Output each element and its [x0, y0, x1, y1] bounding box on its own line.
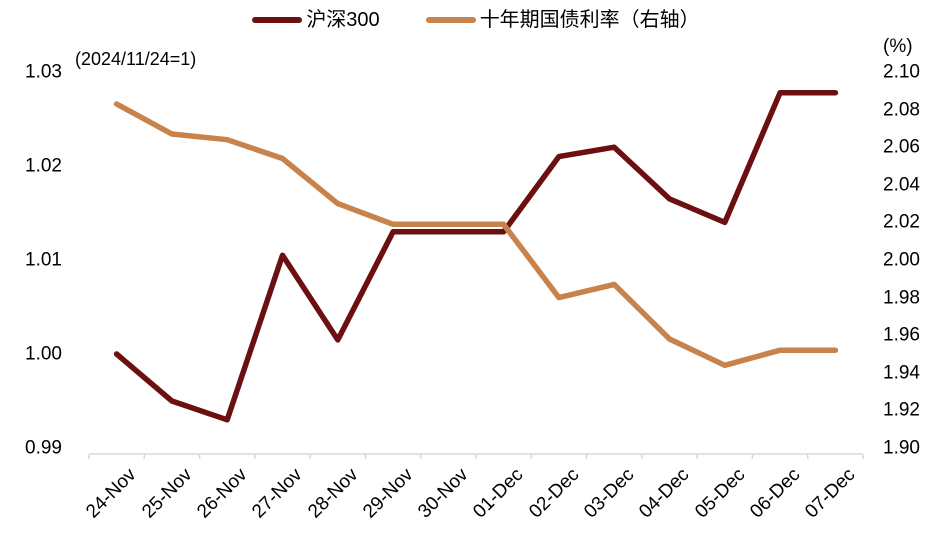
right-axis-tick-label: 1.96	[883, 324, 920, 346]
right-axis-tick-label: 2.02	[883, 211, 920, 233]
chart-legend: 沪深300 十年期国债利率（右轴）	[0, 10, 952, 30]
right-axis-tick-label: 2.10	[883, 61, 920, 83]
right-axis-tick-label: 1.90	[883, 437, 920, 459]
treasury-line-swatch-icon	[425, 17, 476, 23]
legend-label-csi300: 沪深300	[306, 9, 380, 31]
index-base-annotation: (2024/11/24=1)	[75, 49, 197, 69]
right-axis-tick-label: 2.08	[883, 99, 920, 121]
left-axis-tick-label: 0.99	[25, 437, 62, 459]
left-axis-tick-label: 1.00	[25, 343, 62, 365]
right-axis-tick-label: 2.06	[883, 136, 920, 158]
legend-item-csi300: 沪深300	[252, 9, 380, 31]
series-line-treasury	[113, 101, 839, 369]
left-axis-tick-label: 1.01	[25, 249, 62, 271]
x-axis-line	[88, 453, 864, 459]
csi300-line-swatch-icon	[252, 17, 303, 23]
series-line-csi300	[113, 89, 839, 423]
right-axis-tick-label: 1.92	[883, 399, 920, 421]
left-axis-tick-label: 1.03	[25, 61, 62, 83]
legend-label-treasury: 十年期国债利率（右轴）	[479, 9, 700, 31]
right-axis-unit-label: (%)	[883, 36, 913, 57]
right-axis-tick-label: 2.00	[883, 249, 920, 271]
right-axis-tick-label: 1.98	[883, 287, 920, 309]
legend-item-treasury: 十年期国债利率（右轴）	[425, 9, 700, 31]
right-axis-tick-label: 2.04	[883, 174, 920, 196]
left-axis-tick-label: 1.02	[25, 155, 62, 177]
right-axis-tick-label: 1.94	[883, 362, 920, 384]
